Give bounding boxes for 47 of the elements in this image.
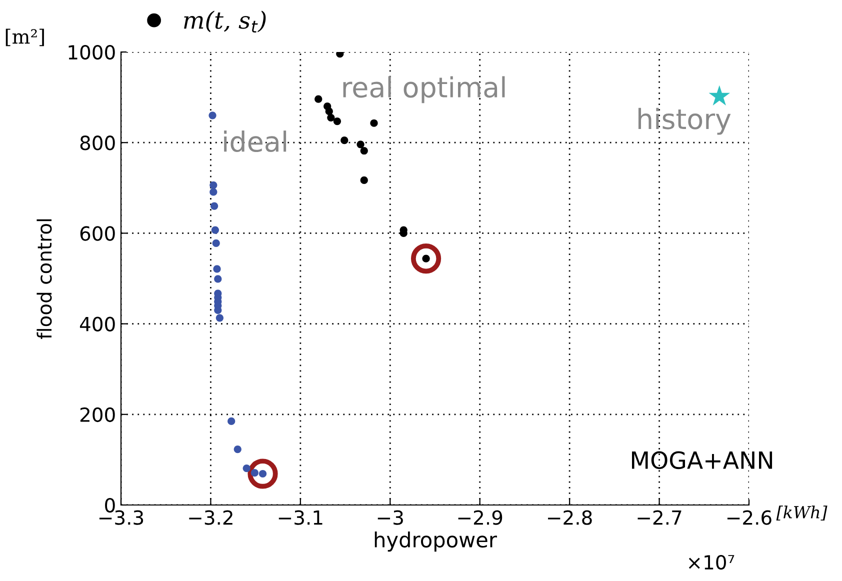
annotation: history [638,108,731,135]
x-tick-label: −3 [378,510,403,525]
point [242,464,250,472]
legend-label: m(t, s$_{t}$) [184,10,266,32]
x-tick-label: −3.1 [278,510,322,525]
point [211,226,220,234]
point [370,119,378,127]
x-tick-label: −2.6 [727,510,772,525]
annotation: MOGA+ANN [632,451,772,470]
point [327,114,335,122]
x-tick-label: −2.7 [638,510,682,525]
point [210,181,218,189]
point [336,52,344,58]
annotation: ideal [224,130,286,152]
point [325,108,333,116]
point [210,202,218,210]
point [250,469,258,477]
x-tick-label: −3.2 [189,510,232,525]
point [708,85,730,106]
y-tick-label: 200 [80,407,115,422]
point [333,118,342,126]
point [314,95,322,103]
point [410,244,442,274]
y-tick-label: 1000 [68,44,115,60]
point [212,239,220,247]
text: [m²] [6,28,44,46]
point [210,188,218,196]
annotation: real optimal [343,76,505,104]
x-tick-label: −2.8 [548,510,592,525]
point [208,112,216,120]
point [360,176,368,184]
point [234,445,242,454]
text: ×10⁷ [688,554,734,570]
y-tick-label: 600 [80,226,115,241]
point [214,275,222,283]
y-tick-label: 400 [80,316,115,332]
point [360,146,368,155]
y-tick-label: 800 [80,136,115,150]
point [213,265,221,273]
point [228,417,236,425]
y-axis-title: flood control [36,219,52,340]
x-axis-title: hydropower [374,531,497,552]
point [340,136,348,144]
x-tick-label: −2.9 [458,510,502,525]
point [216,314,224,322]
text: [kWh] [776,506,828,520]
point [356,140,364,148]
